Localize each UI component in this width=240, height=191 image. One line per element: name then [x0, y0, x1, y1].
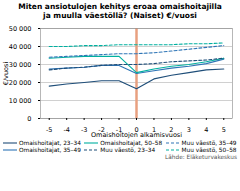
html-text:Miten ansiotulojen kehitys ero: Miten ansiotulojen kehitys eroaa omaisho… [18, 2, 222, 21]
svg-text:20 000: 20 000 [9, 78, 32, 86]
svg-text:0: 0 [27, 114, 31, 122]
svg-text:30 000: 30 000 [9, 60, 32, 68]
svg-text:40 000: 40 000 [9, 42, 32, 50]
svg-text:Omaishoitojen alkamisvuosi: Omaishoitojen alkamisvuosi [91, 130, 182, 138]
svg-text:3: 3 [187, 126, 191, 134]
svg-text:-4: -4 [63, 126, 69, 134]
html-text:Muu väestö, 23–34: Muu väestö, 23–34 [100, 146, 156, 153]
svg-text:-3: -3 [81, 126, 87, 134]
html-text:Lähde: Eläketurvakeskus: Lähde: Eläketurvakeskus [165, 153, 237, 160]
svg-text:10 000: 10 000 [9, 96, 32, 104]
svg-text:5: 5 [222, 126, 226, 134]
html-text:Omaishoitajat, 23–34: Omaishoitajat, 23–34 [19, 139, 81, 146]
html-text:Muu väestö, 50–58: Muu väestö, 50–58 [181, 146, 237, 153]
svg-text:4: 4 [204, 126, 208, 134]
html-text:Omaishoitajat, 50–58: Omaishoitajat, 50–58 [100, 139, 163, 146]
html-text:Muu väestö, 35–49: Muu väestö, 35–49 [181, 139, 237, 146]
svg-text:50 000: 50 000 [9, 24, 32, 32]
svg-text:-5: -5 [46, 126, 52, 134]
svg-text:€/vuosi: €/vuosi [2, 61, 10, 85]
html-text:Omaishoitajat, 35–49: Omaishoitajat, 35–49 [19, 146, 81, 153]
